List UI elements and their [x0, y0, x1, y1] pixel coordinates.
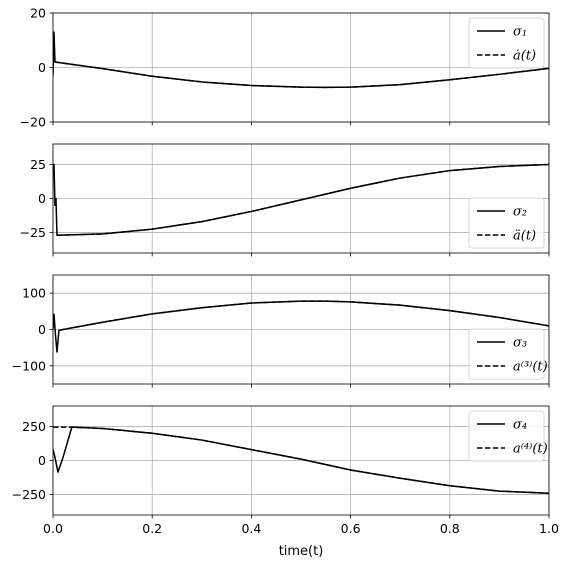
ytick-label-3-2: −100 — [12, 358, 46, 373]
ytick-label-1-0: 20 — [30, 6, 46, 21]
ytick-label-3-0: 100 — [22, 286, 46, 301]
series-line-4-sigma — [53, 426, 549, 494]
subplot-1: 20 0 −20 σ₁ ȧ(t) — [20, 6, 550, 130]
subplot-2: 25 0 −25 σ₂ ä(t) — [20, 143, 550, 257]
legend-label-2-1: ä(t) — [513, 229, 536, 244]
legend-label-3-0: σ₃ — [513, 336, 527, 351]
series-line-1-derivative — [54, 61, 549, 89]
xtick-label-0: 0.0 — [43, 521, 63, 536]
ytick-label-2-0: 25 — [30, 157, 46, 172]
xtick-label-4: 0.8 — [440, 521, 460, 536]
ytick-label-2-1: 0 — [38, 191, 46, 206]
xtick-label-1: 0.2 — [142, 521, 162, 536]
legend-label-4-0: σ₄ — [513, 418, 527, 433]
legend-label-2-0: σ₂ — [513, 205, 527, 220]
ytick-label-1-1: 0 — [38, 60, 46, 75]
xtick-label-5: 1.0 — [539, 521, 559, 536]
ytick-label-1-2: −20 — [20, 115, 46, 130]
legend-label-1-1: ȧ(t) — [513, 49, 536, 64]
series-line-3-derivative — [58, 300, 549, 331]
legend-4: σ₄ a⁽⁴⁾(t) — [468, 410, 548, 462]
xtick-label-3: 0.6 — [341, 521, 361, 536]
x-axis-title: time(t) — [279, 544, 324, 559]
subplot-3: 100 0 −100 σ₃ a⁽³⁾(t) — [12, 274, 550, 388]
legend-3: σ₃ a⁽³⁾(t) — [468, 328, 548, 380]
ytick-label-4-1: 0 — [38, 453, 46, 468]
series-line-2-derivative — [56, 163, 549, 237]
legend-label-1-0: σ₁ — [513, 25, 527, 40]
legend-1: σ₁ ȧ(t) — [468, 17, 545, 69]
ytick-label-2-2: −25 — [20, 225, 46, 240]
ytick-label-4-0: 250 — [22, 419, 46, 434]
legend-2: σ₂ ä(t) — [468, 197, 545, 249]
xtick-label-2: 0.4 — [241, 521, 261, 536]
ytick-label-3-1: 0 — [38, 322, 46, 337]
subplot-4: 250 0 −250 0.0 0.2 0.4 0.6 0.8 1.0 time(t) σ₄ a⁽⁴⁾(… — [12, 405, 559, 559]
legend-label-4-1: a⁽⁴⁾(t) — [513, 442, 548, 457]
series-line-4-derivative — [53, 426, 549, 494]
ytick-label-4-2: −250 — [12, 487, 46, 502]
legend-label-3-1: a⁽³⁾(t) — [513, 360, 548, 375]
